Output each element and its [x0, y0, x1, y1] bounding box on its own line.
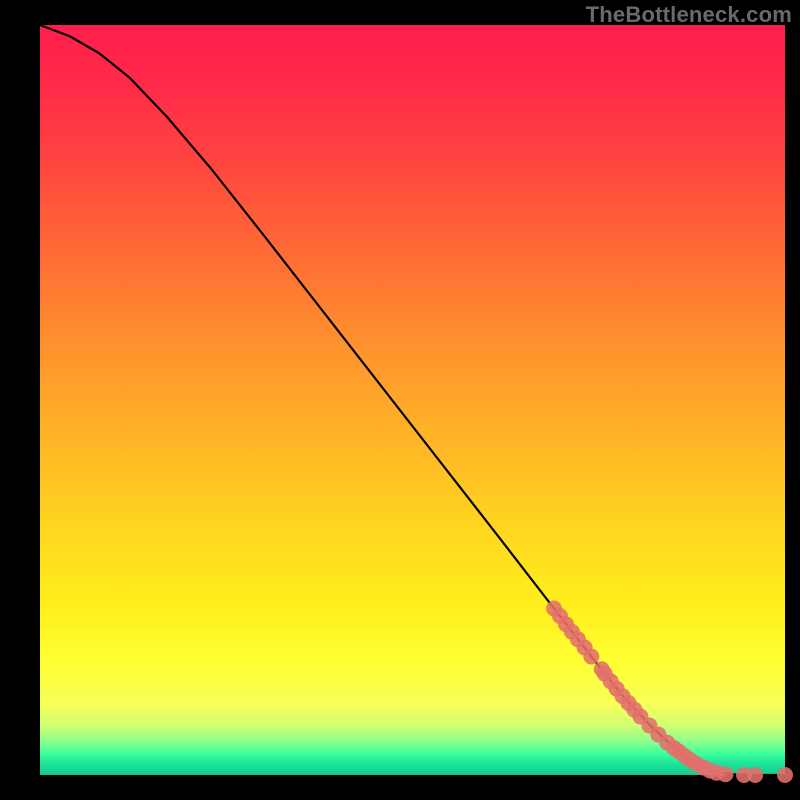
- chart-container: { "watermark": "TheBottleneck.com", "wat…: [0, 0, 800, 800]
- data-marker: [583, 649, 599, 665]
- data-marker: [747, 767, 763, 783]
- bottleneck-chart: [0, 0, 800, 800]
- data-marker: [717, 766, 733, 782]
- plot-background: [40, 25, 785, 775]
- data-marker: [777, 767, 793, 783]
- watermark-text: TheBottleneck.com: [586, 2, 792, 28]
